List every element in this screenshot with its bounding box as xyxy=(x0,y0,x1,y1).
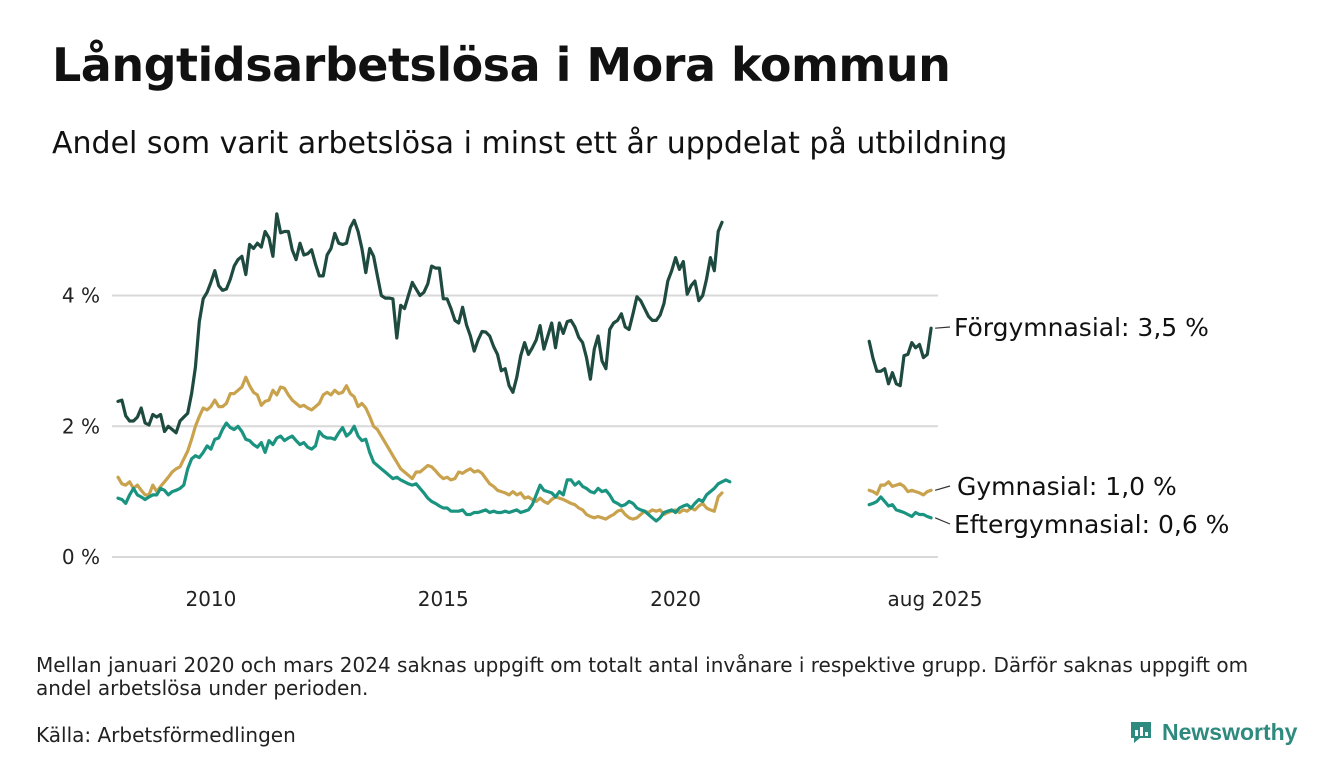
label-leader-line xyxy=(934,517,951,525)
x-tick-label: 2015 xyxy=(418,587,469,611)
x-axis-ticks: 2010 2015 2020 aug 2025 xyxy=(185,587,982,611)
series-line-eftergymnasial xyxy=(116,421,732,523)
chart-subtitle: Andel som varit arbetslösa i minst ett å… xyxy=(52,126,1008,161)
y-tick-label: 2 % xyxy=(62,414,100,438)
bar-chart-icon xyxy=(1131,722,1151,743)
line-chart: 0 % 2 % 4 % 2010 2015 2020 aug 2025 Förgymnas… xyxy=(62,212,1229,611)
series-label-eftergymnasial: Eftergymnasial: 0,6 % xyxy=(954,510,1229,539)
series-line-förgymnasial xyxy=(116,212,724,435)
series-line-gymnasial xyxy=(116,375,724,521)
series-line-eftergymnasial xyxy=(867,495,933,520)
logo-text: Newsworthy xyxy=(1162,718,1298,745)
chart-title: Långtidsarbetslösa i Mora kommun xyxy=(52,38,951,92)
y-tick-label: 4 % xyxy=(62,284,100,308)
label-leader-line xyxy=(934,485,951,491)
series-label-gymnasial: Gymnasial: 1,0 % xyxy=(957,472,1177,501)
footnote: Mellan januari 2020 och mars 2024 saknas… xyxy=(36,653,1249,700)
x-tick-label: 2010 xyxy=(185,587,236,611)
newsworthy-logo: Newsworthy xyxy=(1128,716,1297,748)
series-line-förgymnasial xyxy=(867,326,933,388)
y-axis-ticks: 0 % 2 % 4 % xyxy=(62,284,100,569)
x-tick-label: aug 2025 xyxy=(888,587,983,611)
series-lines xyxy=(116,212,933,523)
series-labels: Förgymnasial: 3,5 % Gymnasial: 1,0 % Efter… xyxy=(934,313,1229,539)
series-line-gymnasial xyxy=(867,480,933,497)
y-tick-label: 0 % xyxy=(62,545,100,569)
gridlines xyxy=(112,294,938,558)
x-tick-label: 2020 xyxy=(650,587,701,611)
source-credit: Källa: Arbetsförmedlingen xyxy=(36,723,296,747)
series-label-förgymnasial: Förgymnasial: 3,5 % xyxy=(954,313,1209,342)
label-leader-line xyxy=(935,326,951,329)
